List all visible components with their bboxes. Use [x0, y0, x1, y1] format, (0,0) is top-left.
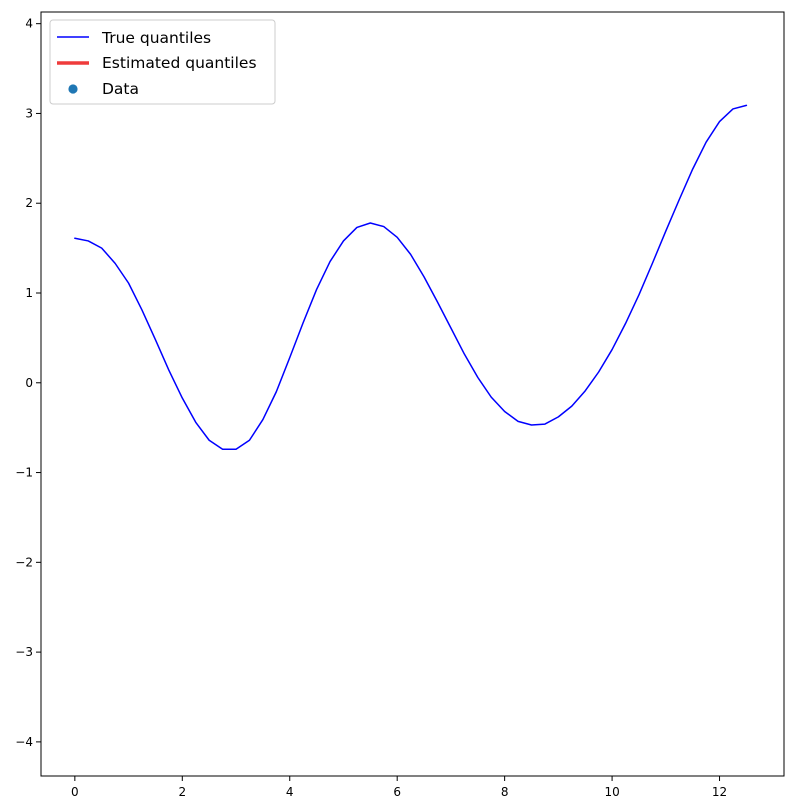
y-tick-label: −3 [15, 645, 33, 659]
x-tick-label: 8 [501, 785, 509, 799]
y-tick-label: −1 [15, 466, 33, 480]
x-tick-label: 2 [178, 785, 186, 799]
y-tick-label: 4 [25, 17, 33, 31]
legend-label-estimated-quantiles: Estimated quantiles [102, 54, 257, 72]
series-line-true-quantiles-0 [74, 104, 748, 450]
x-tick-label: 12 [712, 785, 727, 799]
legend-swatch-data [68, 84, 78, 94]
y-axis: −4 −3 −2 −1 0 1 2 3 4 [15, 17, 41, 749]
y-tick-label: 0 [25, 376, 33, 390]
x-tick-label: 10 [604, 785, 619, 799]
y-tick-label: −2 [15, 555, 33, 569]
legend-box [49, 19, 276, 105]
x-tick-label: 4 [286, 785, 294, 799]
y-tick-label: −4 [15, 735, 33, 749]
y-tick-label: 2 [25, 196, 33, 210]
plot-area [74, 104, 748, 450]
x-tick-label: 0 [71, 785, 79, 799]
y-tick-label: 3 [25, 106, 33, 120]
legend-label-true-quantiles: True quantiles [101, 29, 211, 47]
x-tick-label: 6 [393, 785, 401, 799]
y-tick-label: 1 [25, 286, 33, 300]
x-axis: 0 2 4 6 8 10 12 [71, 776, 727, 799]
axes-frame [40, 11, 785, 777]
legend: True quantiles Estimated quantiles Data [49, 19, 276, 105]
legend-label-data: Data [102, 80, 139, 98]
